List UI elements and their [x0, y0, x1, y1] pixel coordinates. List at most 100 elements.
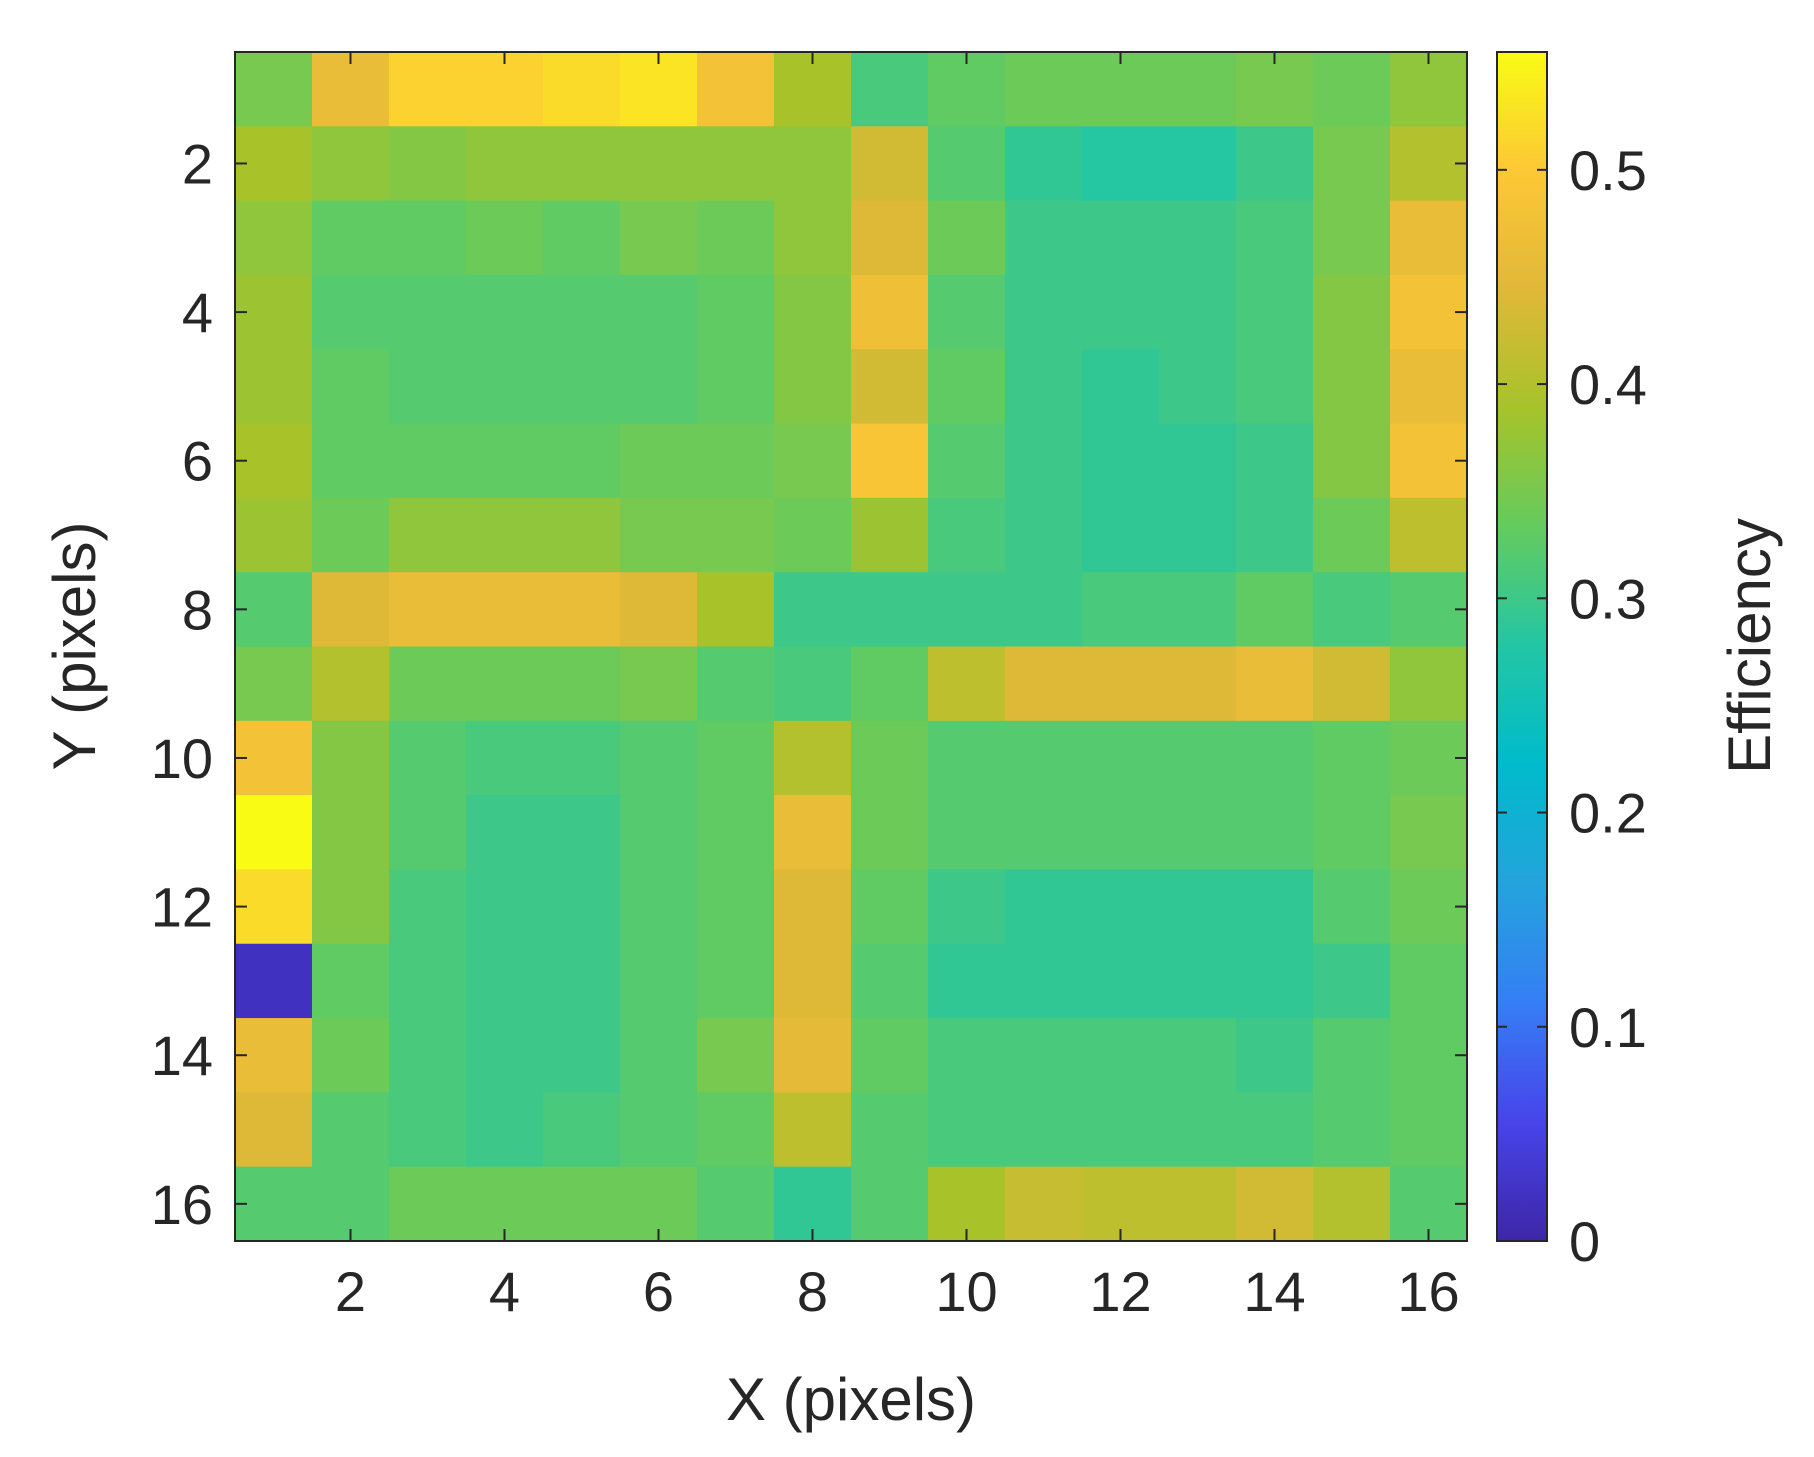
heatmap-cell [1159, 720, 1237, 796]
heatmap-cell [1236, 795, 1314, 871]
heatmap-cell [1159, 943, 1237, 1019]
heatmap-cell [1313, 795, 1391, 871]
heatmap-cell [543, 52, 621, 127]
heatmap-cell [774, 943, 852, 1019]
heatmap-cell [1159, 52, 1237, 127]
heatmap-cell [235, 795, 313, 871]
colorbar-gradient [1496, 51, 1548, 1242]
heatmap-cell [389, 943, 467, 1019]
heatmap-cell [697, 572, 775, 648]
heatmap-cell [312, 423, 390, 499]
heatmap-cell [312, 572, 390, 648]
heatmap-cell [1082, 572, 1160, 648]
heatmap-cell [466, 869, 544, 945]
heatmap-cell [697, 497, 775, 573]
heatmap-cell [235, 869, 313, 945]
heatmap-cell [774, 126, 852, 202]
heatmap-cell [1313, 720, 1391, 796]
heatmap-cell [1236, 1018, 1314, 1093]
heatmap-cell [1005, 349, 1083, 425]
heatmap-cell [312, 869, 390, 945]
heatmap-cell [774, 497, 852, 573]
heatmap-cell [1159, 1018, 1237, 1093]
heatmap-cell [235, 1018, 313, 1093]
heatmap-cell [1082, 126, 1160, 202]
heatmap-cell [774, 646, 852, 722]
heatmap-cell [697, 720, 775, 796]
heatmap-cell [312, 274, 390, 350]
heatmap-cell [389, 423, 467, 499]
heatmap-cell [543, 423, 621, 499]
heatmap-cell [543, 1092, 621, 1168]
heatmap-cell [851, 200, 929, 276]
heatmap-cell [851, 720, 929, 796]
heatmap-cell [1082, 720, 1160, 796]
heatmap-cell [1005, 1092, 1083, 1168]
heatmap-cell [1082, 869, 1160, 945]
heatmap-cell [928, 423, 1006, 499]
heatmap-cell [1159, 497, 1237, 573]
heatmap-cell [235, 52, 313, 127]
heatmap-cell [697, 1092, 775, 1168]
heatmap-cell [389, 869, 467, 945]
heatmap-cell [466, 52, 544, 127]
heatmap-cell [1005, 497, 1083, 573]
heatmap-cell [928, 52, 1006, 127]
heatmap-cell [1159, 126, 1237, 202]
heatmap-cell [1390, 943, 1468, 1019]
heatmap-cell [1390, 795, 1468, 871]
heatmap-cell [235, 1092, 313, 1168]
heatmap-cell [1390, 497, 1468, 573]
heatmap-cell [466, 200, 544, 276]
heatmap-cell [389, 572, 467, 648]
heatmap-cell [928, 1018, 1006, 1093]
heatmap-cell [312, 52, 390, 127]
heatmap-cell [312, 646, 390, 722]
heatmap-cell [543, 1166, 621, 1242]
heatmap-cell [235, 200, 313, 276]
heatmap-cell [620, 943, 698, 1019]
heatmap-cell [389, 274, 467, 350]
heatmap-cell [1159, 200, 1237, 276]
heatmap-cell [928, 274, 1006, 350]
heatmap-cell [466, 274, 544, 350]
heatmap-cell [1236, 572, 1314, 648]
heatmap-cell [1313, 1018, 1391, 1093]
heatmap-cell [774, 274, 852, 350]
heatmap-cell [1313, 943, 1391, 1019]
heatmap-cell [1313, 646, 1391, 722]
heatmap-cell [697, 1166, 775, 1242]
heatmap-cell [774, 423, 852, 499]
heatmap-cell [466, 943, 544, 1019]
heatmap-cell [928, 943, 1006, 1019]
heatmap-cell [312, 1092, 390, 1168]
x-tick-label: 6 [643, 1260, 674, 1323]
heatmap-cell [1082, 52, 1160, 127]
heatmap-cell [1313, 349, 1391, 425]
colorbar-tick-label: 0.2 [1569, 782, 1647, 845]
heatmap-cell [1082, 1092, 1160, 1168]
heatmap-cell [774, 200, 852, 276]
colorbar: 0 0.1 0.2 0.3 0.4 0.5 [1496, 51, 1647, 1273]
heatmap-cell [543, 646, 621, 722]
heatmap-cell [1390, 1092, 1468, 1168]
heatmap-cell [1390, 52, 1468, 127]
heatmap-cell [389, 52, 467, 127]
heatmap-cell [235, 274, 313, 350]
heatmap-cell [851, 572, 929, 648]
heatmap-cell [1082, 497, 1160, 573]
y-tick-label: 6 [182, 430, 213, 493]
heatmap-cell [1005, 572, 1083, 648]
heatmap-cell [620, 646, 698, 722]
heatmap-cell [928, 497, 1006, 573]
y-tick-label: 4 [182, 281, 213, 344]
heatmap-cell [1005, 869, 1083, 945]
heatmap-cell [389, 1092, 467, 1168]
heatmap-cell [1313, 572, 1391, 648]
heatmap-cell [235, 943, 313, 1019]
heatmap-cell [1082, 1018, 1160, 1093]
heatmap-cell [620, 1092, 698, 1168]
heatmap-cell [1005, 1166, 1083, 1242]
heatmap-cell [1390, 126, 1468, 202]
heatmap-cell [466, 349, 544, 425]
